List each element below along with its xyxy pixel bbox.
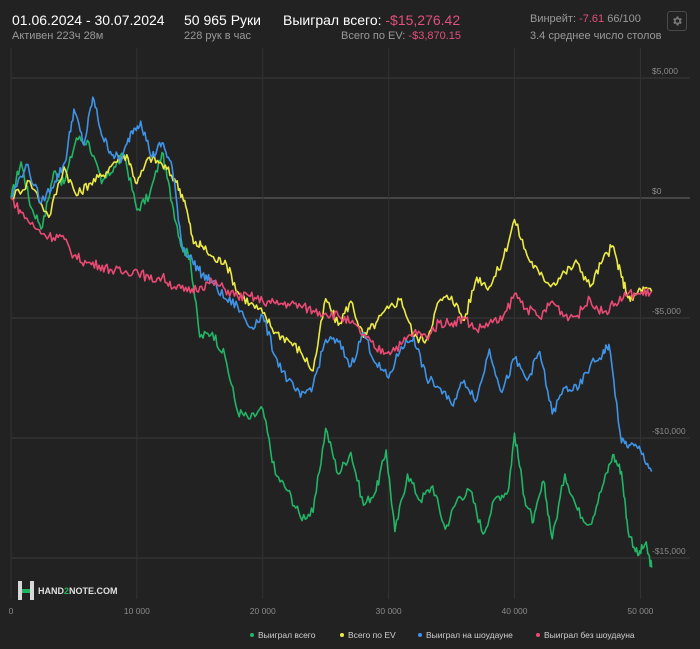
y-tick-label: -$5,000 xyxy=(652,306,681,316)
winrate-value: -7.61 xyxy=(579,13,605,25)
legend-item[interactable]: Выиграл на шоудауне xyxy=(426,630,513,640)
legend-item[interactable]: Всего по EV xyxy=(348,630,396,640)
x-tick-label: 50 000 xyxy=(627,606,653,616)
x-axis-ticks: 0 10 000 20 000 30 000 40 000 50 000 xyxy=(9,606,654,616)
legend-marker xyxy=(250,633,254,637)
active-time: Активен 223ч 28м xyxy=(12,30,104,42)
winrate-unit: 66/100 xyxy=(607,13,641,25)
series-line xyxy=(10,197,653,356)
chart-legend: Выиграл всего Всего по EV Выиграл на шоуда… xyxy=(250,630,635,640)
x-tick-label: 40 000 xyxy=(502,606,528,616)
date-range[interactable]: 01.06.2024 - 30.07.2024 xyxy=(12,12,165,28)
x-tick-label: 10 000 xyxy=(124,606,150,616)
legend-item[interactable]: Выиграл без шоудауна xyxy=(544,630,635,640)
y-axis-ticks: $5,000 $0 -$5,000 -$10,000 -$15,000 xyxy=(652,66,686,556)
y-tick-label: -$15,000 xyxy=(652,546,686,556)
series-line xyxy=(10,135,653,568)
x-tick-label: 20 000 xyxy=(250,606,276,616)
tables-avg: 3.4 среднее число столов xyxy=(530,30,662,42)
won-total-label: Выиграл всего: xyxy=(283,12,382,28)
hands-per-hour: 228 рук в час xyxy=(184,30,252,42)
gear-icon xyxy=(673,16,682,26)
winrate-label: Винрейт: xyxy=(530,13,577,25)
y-tick-label: -$10,000 xyxy=(652,426,686,436)
ev-value: -$3,870.15 xyxy=(408,30,462,42)
ev-row: Всего по EV: -$3,870.15 xyxy=(341,30,461,42)
bankroll-chart: $5,000 $0 -$5,000 -$10,000 -$15,000 0 10 000 2… xyxy=(9,48,690,640)
stats-header: 01.06.2024 - 30.07.2024 Активен 223ч 28м… xyxy=(0,0,700,48)
settings-button[interactable] xyxy=(667,11,687,31)
series-line xyxy=(10,96,653,472)
hands-count: 50 965 Руки xyxy=(184,12,261,28)
hand2note-logo: HAND2NOTE.COM xyxy=(18,581,118,600)
y-tick-label: $0 xyxy=(652,186,662,196)
legend-marker xyxy=(340,633,344,637)
series-line xyxy=(10,154,653,372)
x-tick-label: 30 000 xyxy=(376,606,402,616)
ev-label: Всего по EV: xyxy=(341,30,406,42)
legend-marker xyxy=(536,633,540,637)
series-layer xyxy=(10,96,653,568)
legend-marker xyxy=(418,633,422,637)
legend-item[interactable]: Выиграл всего xyxy=(258,630,316,640)
winrate-row: Винрейт: -7.61 66/100 xyxy=(530,13,641,25)
won-total-row: Выиграл всего: -$15,276.42 xyxy=(283,12,460,28)
won-total-value: -$15,276.42 xyxy=(385,12,461,28)
logo-text: HAND2NOTE.COM xyxy=(38,586,118,596)
grid-layer xyxy=(10,48,690,599)
x-tick-label: 0 xyxy=(9,606,14,616)
y-tick-label: $5,000 xyxy=(652,66,678,76)
hand2note-logo-icon xyxy=(18,581,34,600)
